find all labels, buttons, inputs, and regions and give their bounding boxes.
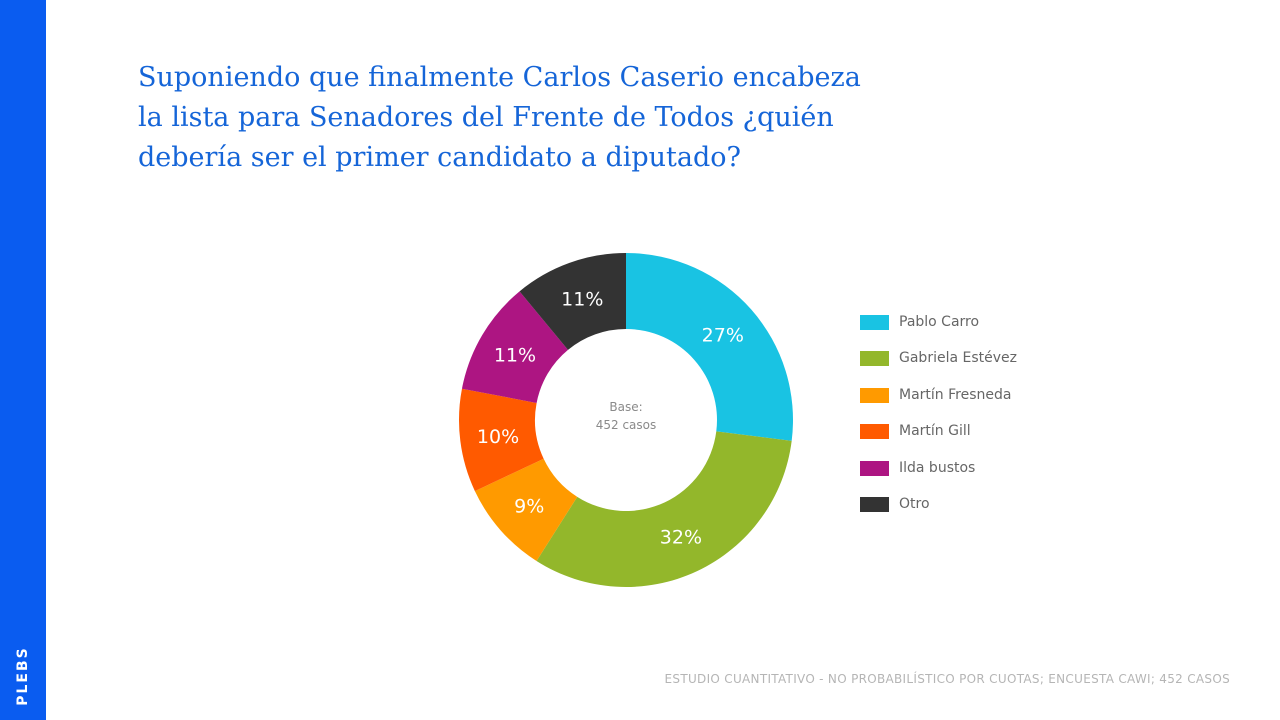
slice-gabriela-estevez (536, 431, 792, 588)
slice-label-ilda-bustos: 11% (494, 344, 536, 366)
slice-label-martin-gill: 10% (477, 426, 519, 448)
legend-swatch (860, 387, 889, 403)
legend-item-otro: Otro (860, 492, 1017, 528)
donut-slices (459, 253, 793, 588)
legend-swatch (860, 460, 889, 476)
slice-label-martin-fresneda: 9% (514, 495, 544, 517)
slice-otro (519, 253, 626, 350)
legend-label: Gabriela Estévez (899, 350, 1017, 367)
donut-chart: 27% 32% 9% 10% 11% 11% Base: 452 casos (440, 240, 820, 605)
donut-slice-labels: 27% 32% 9% 10% 11% 11% (477, 289, 744, 549)
slice-label-pablo-carro: 27% (702, 325, 744, 347)
brand-sidebar: PLEBS (0, 0, 46, 720)
legend-label: Ilda bustos (899, 459, 976, 476)
legend-item-martin-gill: Martín Gill (860, 419, 1017, 455)
legend-label: Otro (899, 495, 930, 512)
legend-swatch (860, 351, 889, 367)
title-line-3: debería ser el primer candidato a diputa… (138, 142, 741, 173)
donut-chart-svg: 27% 32% 9% 10% 11% 11% Base: 452 casos (459, 253, 793, 588)
slice-label-gabriela-estevez: 32% (660, 527, 702, 549)
legend-label: Martín Gill (899, 423, 971, 440)
legend-item-ilda-bustos: Ilda bustos (860, 456, 1017, 492)
title-line-2: la lista para Senadores del Frente de To… (138, 102, 834, 133)
legend-swatch (860, 315, 889, 330)
footnote: ESTUDIO CUANTITATIVO - NO PROBABILÍSTICO… (664, 672, 1230, 686)
legend-label: Martín Fresneda (899, 386, 1012, 403)
page-title: Suponiendo que finalmente Carlos Caserio… (138, 58, 898, 178)
center-label-base: Base: (609, 400, 642, 414)
chart-legend: Pablo Carro Gabriela Estévez Martín Fresne… (860, 310, 1017, 528)
legend-swatch (860, 496, 889, 512)
center-label-cases: 452 casos (596, 418, 657, 432)
slice-martin-gill (459, 388, 544, 492)
title-line-1: Suponiendo que finalmente Carlos Caserio… (138, 62, 861, 93)
brand-logo: PLEBS (15, 646, 31, 706)
legend-swatch (860, 424, 889, 440)
slice-pablo-carro (626, 253, 793, 441)
legend-item-martin-fresneda: Martín Fresneda (860, 383, 1017, 419)
slice-martin-fresneda (474, 458, 578, 562)
legend-label: Pablo Carro (899, 314, 980, 330)
slice-label-otro: 11% (561, 289, 603, 311)
slice-ilda-bustos (461, 291, 568, 403)
legend-item-pablo-carro: Pablo Carro (860, 310, 1017, 346)
legend-item-gabriela-estevez: Gabriela Estévez (860, 346, 1017, 382)
